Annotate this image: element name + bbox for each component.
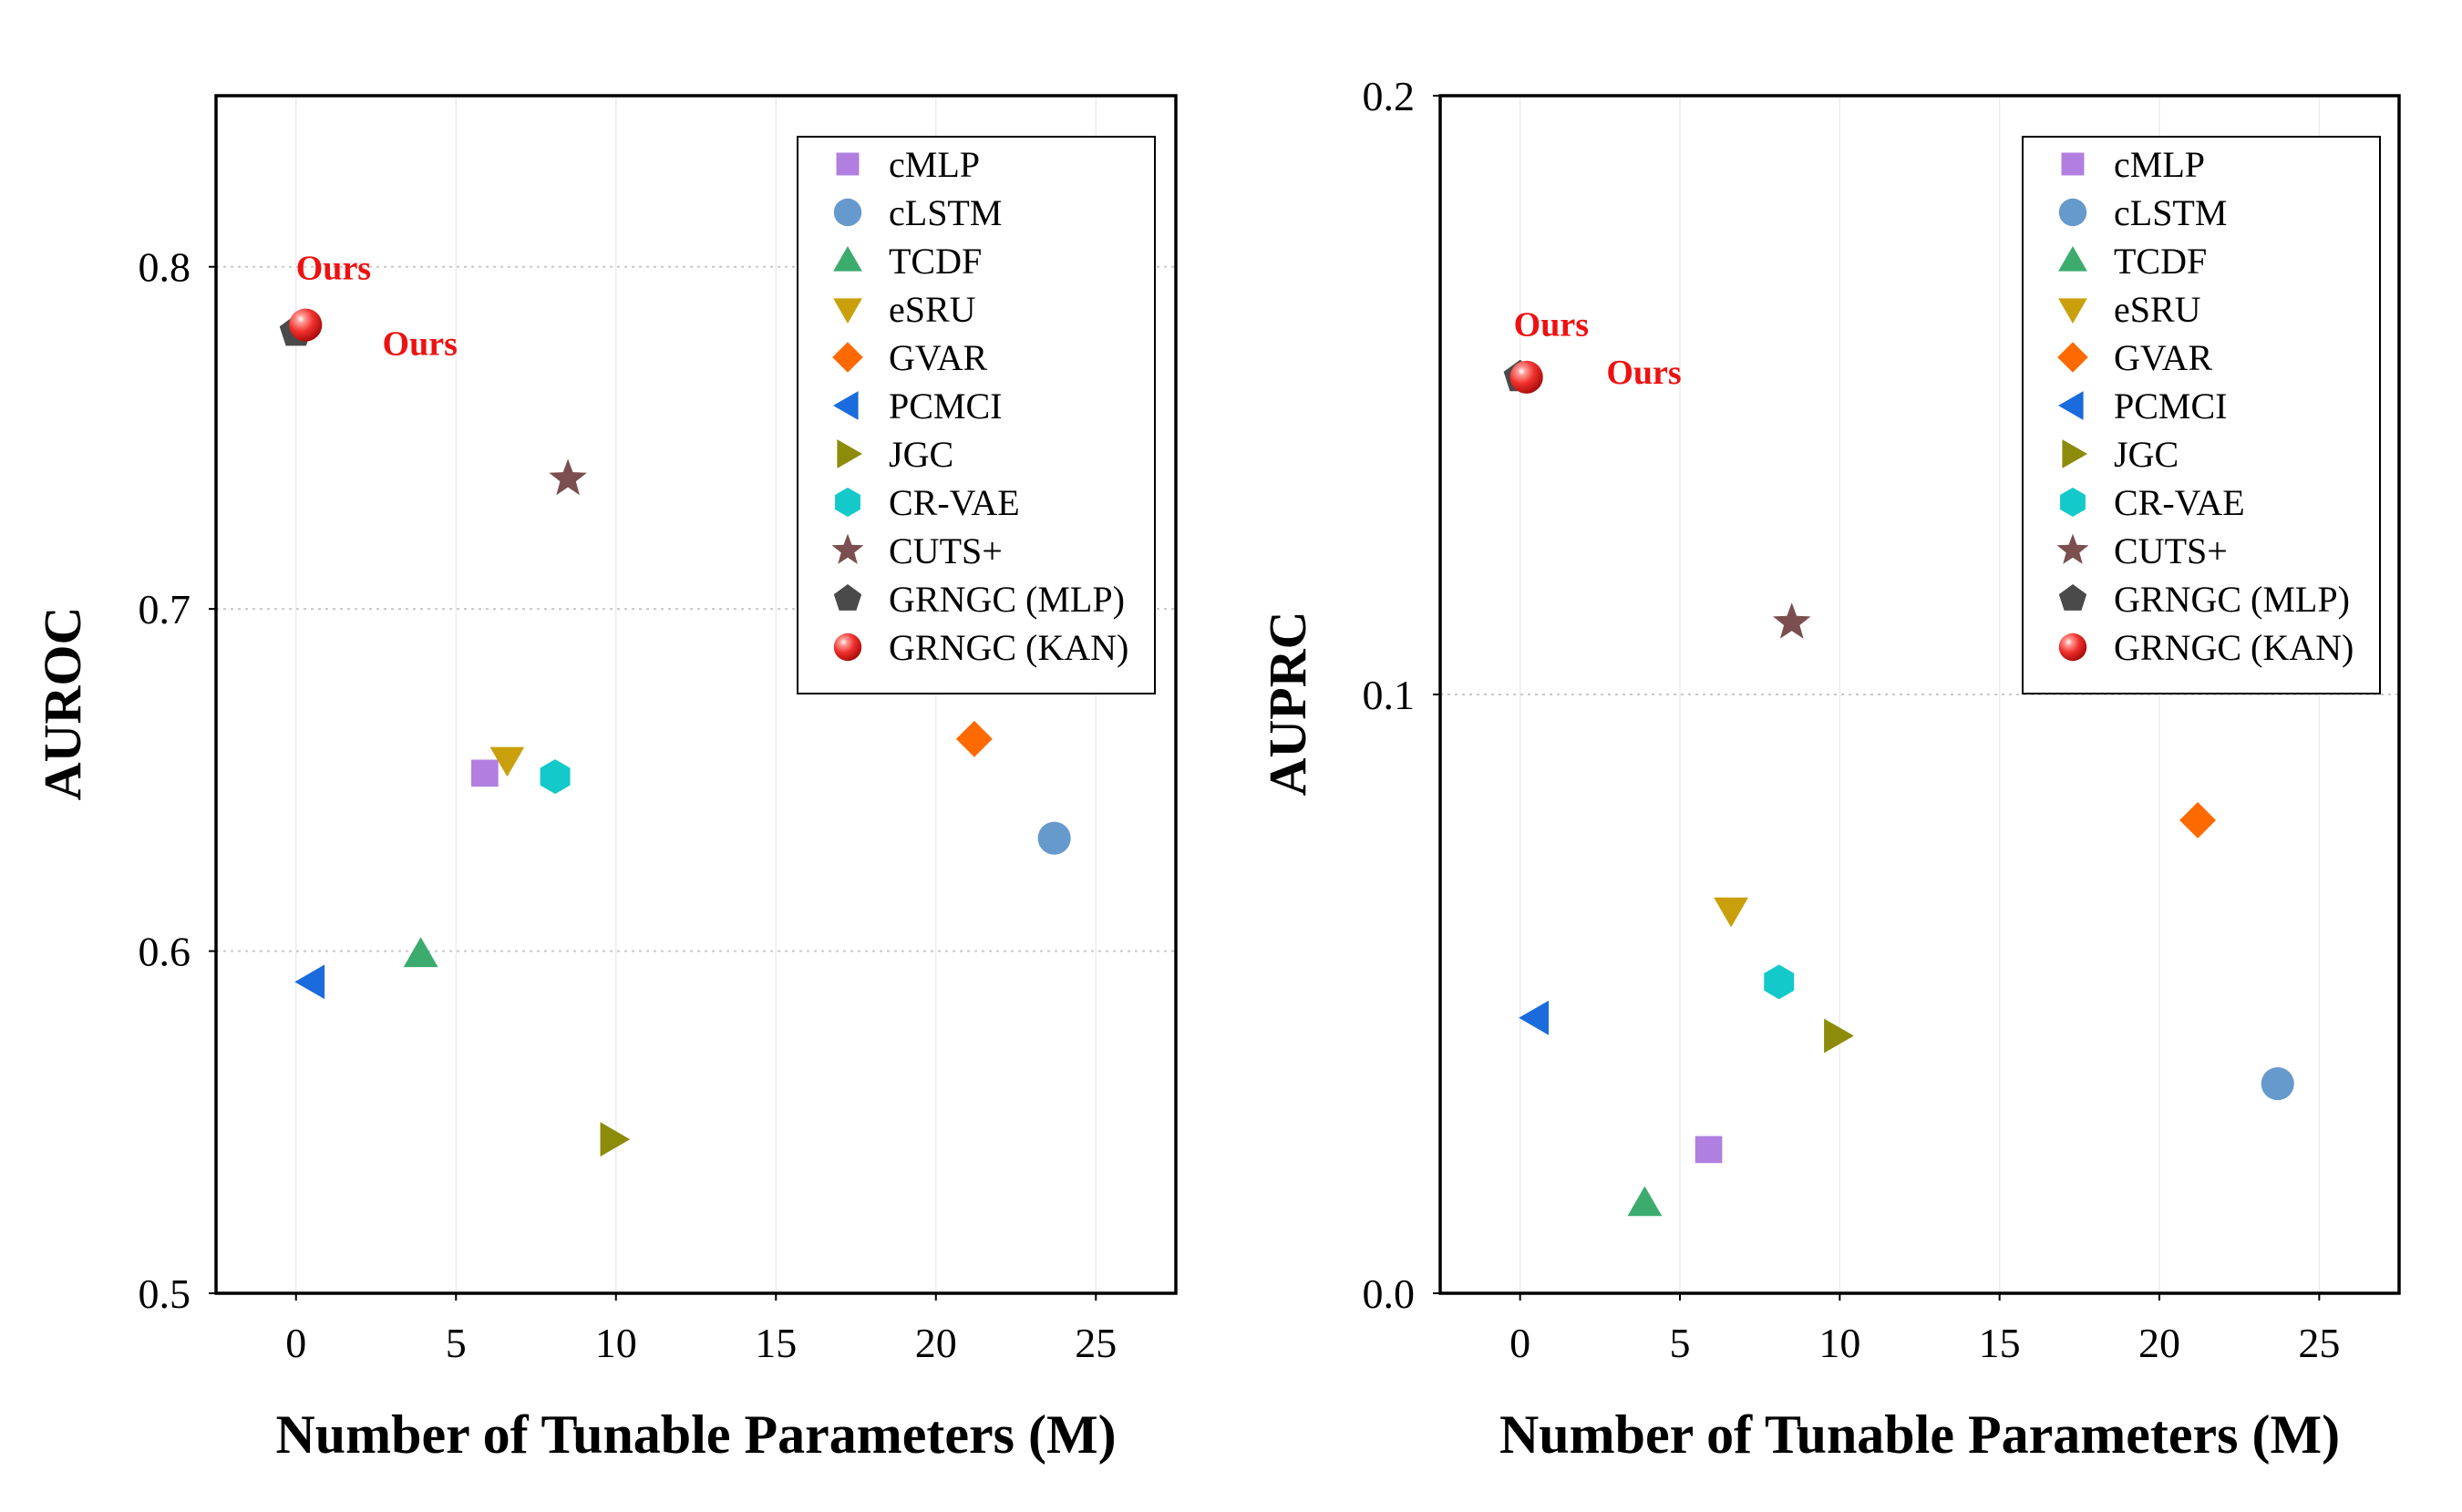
legend-marker-cr-vae [835, 488, 860, 517]
chart-panel-1: 0 5 10 15 20 25 0.5 0.6 0.7 0.8 AUROC Number of Tun… [33, 94, 1178, 1465]
legend-label-tcdf: TCDF [2114, 241, 2207, 282]
annotation-ours: Ours [296, 250, 371, 288]
y-tick-label: 0.8 [139, 244, 191, 291]
x-tick-label: 0 [1509, 1320, 1530, 1366]
x-tick-label: 5 [1670, 1320, 1691, 1366]
legend-label-jgc: JGC [2114, 434, 2179, 475]
legend-label-grngc-kan: GRNGC (KAN) [2114, 627, 2354, 668]
legend-label-cmlp: cMLP [889, 144, 980, 185]
legend: cMLP cLSTM TCDF eSRU GVAR PCMCI JGC CR-VAE CUTS+… [797, 136, 1156, 694]
data-point-cuts [1773, 602, 1811, 639]
legend-label-gvar: GVAR [889, 337, 988, 378]
x-tick-label: 25 [1075, 1320, 1117, 1366]
legend-marker-tcdf [833, 246, 862, 272]
x-tick-label: 15 [755, 1320, 797, 1366]
legend-marker-jgc [837, 439, 862, 468]
y-tick-label: 0.0 [1363, 1270, 1416, 1317]
legend-marker-gvar [2057, 342, 2088, 373]
legend-label-grngc-mlp: GRNGC (MLP) [2114, 579, 2350, 620]
plot-frame [214, 94, 1178, 1295]
y-axis-label: AUROC [33, 607, 92, 801]
legend-label-grngc-mlp: GRNGC (MLP) [889, 579, 1125, 620]
x-axis-label: Number of Tunable Parameters (M) [275, 1404, 1116, 1465]
legend-marker-clstm [833, 198, 862, 227]
x-tick-label: 5 [446, 1320, 467, 1366]
data-point-pcmci [294, 964, 325, 1000]
legend-label-cr-vae: CR-VAE [2114, 482, 2245, 523]
data-point-clstm [2261, 1067, 2294, 1101]
legend-label-clstm: cLSTM [889, 192, 1002, 233]
data-point-tcdf [1627, 1186, 1663, 1217]
legend-label-pcmci: PCMCI [2114, 386, 2228, 427]
legend-marker-grngc-mlp [2058, 584, 2087, 611]
legend-marker-tcdf [2058, 246, 2087, 272]
y-tick-label: 0.1 [1363, 672, 1416, 718]
legend-label-cuts: CUTS+ [889, 530, 1003, 571]
data-point-tcdf [403, 937, 438, 968]
legend-marker-cmlp [2061, 152, 2085, 176]
chart-panel-2: 0 5 10 15 20 25 0.0 0.1 0.2 AUPRC Number of Tunabl… [1258, 73, 2401, 1465]
data-point-cr-vae [540, 759, 571, 795]
data-point-gvar [955, 720, 993, 757]
x-tick-label: 25 [2298, 1320, 2340, 1366]
legend-marker-esru [2058, 298, 2087, 324]
legend-label-clstm: cLSTM [2114, 192, 2227, 233]
legend-marker-esru [833, 298, 862, 324]
legend-label-cuts: CUTS+ [2114, 530, 2228, 571]
y-tick-label: 0.2 [1363, 73, 1416, 119]
data-point-pcmci [1519, 1000, 1549, 1035]
legend-marker-gvar [832, 342, 863, 373]
legend-label-jgc: JGC [889, 434, 953, 475]
x-tick-label: 0 [285, 1320, 306, 1366]
legend-marker-pcmci [2058, 391, 2084, 420]
legend-label-cmlp: cMLP [2114, 144, 2205, 185]
data-point-esru [1714, 897, 1748, 928]
legend-marker-cuts [2056, 533, 2089, 564]
data-point-cuts [549, 458, 587, 496]
y-axis-label: AUPRC [1258, 612, 1317, 797]
x-tick-label: 15 [1979, 1320, 2021, 1366]
data-point-grngc-kan [1509, 360, 1543, 394]
legend-marker-grngc-kan [2058, 633, 2087, 662]
data-point-gvar [2179, 802, 2216, 838]
legend-marker-pcmci [833, 391, 859, 420]
y-tick-label: 0.7 [139, 586, 191, 633]
legend-label-esru: eSRU [889, 289, 976, 330]
data-point-cmlp [1695, 1136, 1723, 1164]
annotation-ours: Ours [1514, 306, 1589, 345]
data-point-jgc [600, 1122, 631, 1157]
data-point-jgc [1824, 1018, 1854, 1054]
legend: cMLP cLSTM TCDF eSRU GVAR PCMCI JGC CR-VAE CUTS+… [2022, 136, 2381, 694]
data-point-esru [489, 746, 525, 777]
data-point-cr-vae [1764, 964, 1795, 1000]
legend-marker-grngc-mlp [833, 584, 862, 611]
legend-label-tcdf: TCDF [889, 241, 982, 282]
legend-marker-cr-vae [2060, 488, 2086, 517]
legend-label-grngc-kan: GRNGC (KAN) [889, 627, 1128, 668]
legend-marker-clstm [2058, 198, 2087, 227]
x-tick-label: 10 [595, 1320, 637, 1366]
annotation-ours: Ours [1606, 354, 1681, 392]
x-tick-label: 20 [915, 1320, 957, 1366]
y-tick-label: 0.5 [139, 1270, 191, 1317]
legend-label-esru: eSRU [2114, 289, 2201, 330]
legend-marker-grngc-kan [833, 633, 862, 662]
data-point-clstm [1037, 821, 1071, 855]
data-point-cmlp [471, 759, 499, 787]
legend-label-gvar: GVAR [2114, 337, 2213, 378]
legend-marker-jgc [2062, 439, 2087, 468]
legend-marker-cuts [831, 533, 864, 564]
x-tick-label: 20 [2138, 1320, 2180, 1366]
legend-label-cr-vae: CR-VAE [889, 482, 1020, 523]
data-point-grngc-kan [289, 308, 323, 342]
y-tick-label: 0.6 [139, 929, 191, 975]
legend-label-pcmci: PCMCI [889, 386, 1003, 427]
annotation-ours: Ours [383, 324, 458, 363]
x-tick-label: 10 [1818, 1320, 1860, 1366]
x-axis-label: Number of Tunable Parameters (M) [1499, 1404, 2340, 1465]
legend-marker-cmlp [836, 152, 860, 176]
